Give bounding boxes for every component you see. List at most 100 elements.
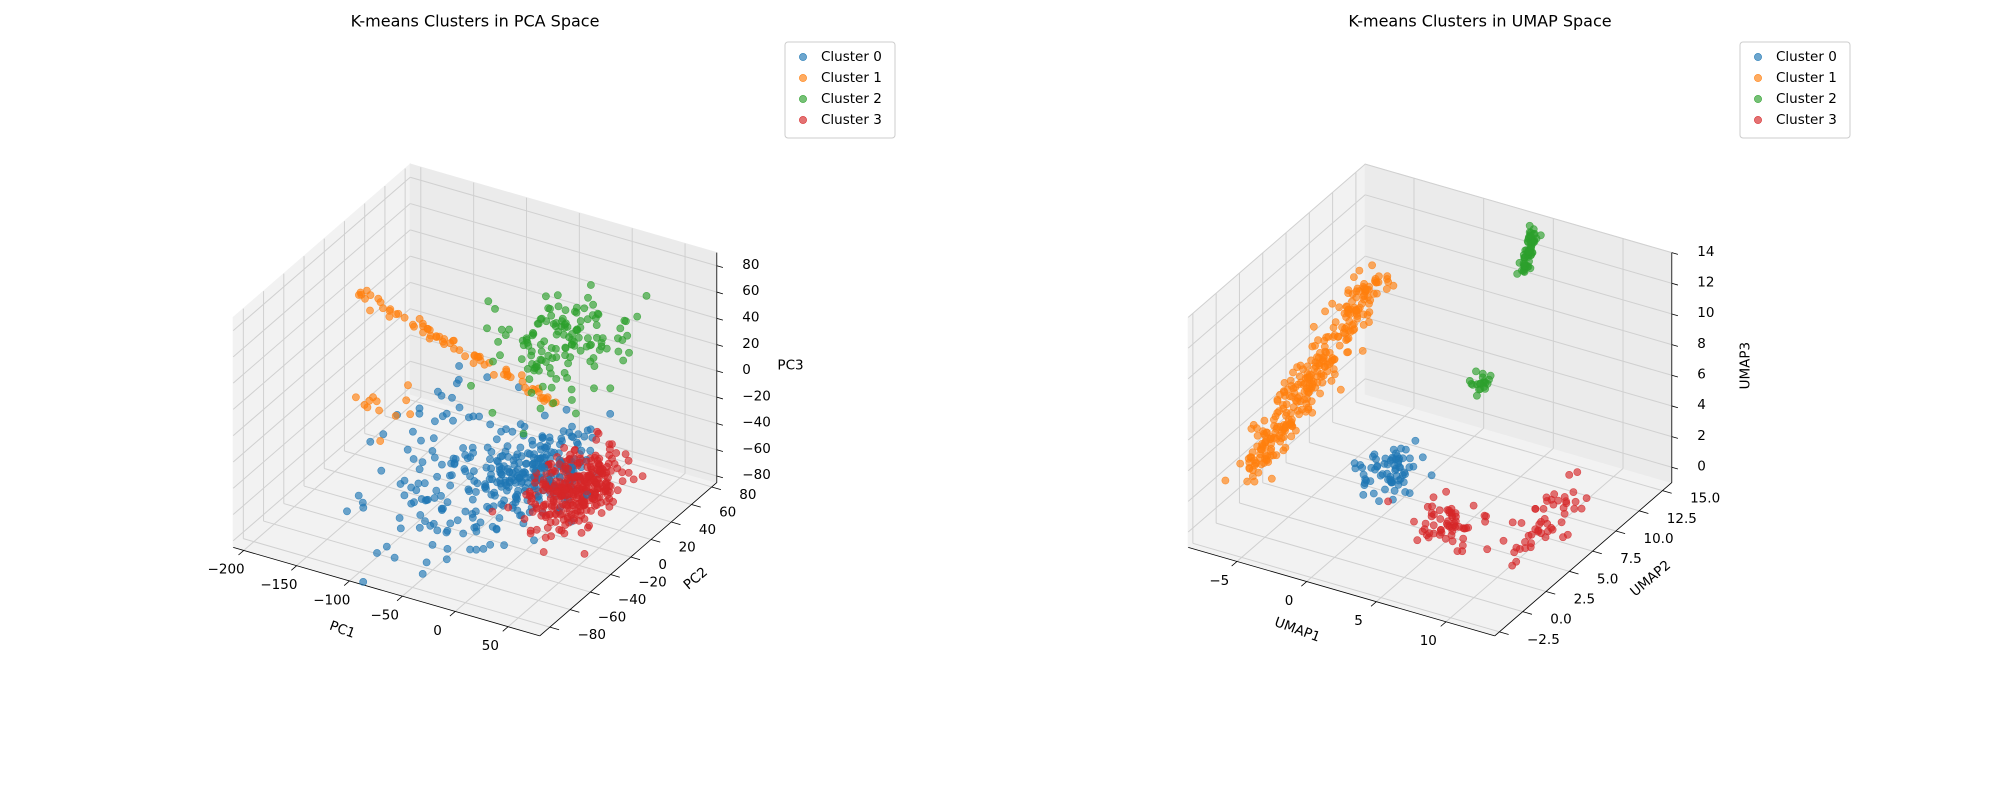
scatter-point-cluster-3 xyxy=(1512,543,1521,552)
umap-legend-label: Cluster 2 xyxy=(1776,91,1837,107)
scatter-point-cluster-0 xyxy=(443,498,452,507)
pca-grid-y xyxy=(283,503,591,593)
umap-y-tick xyxy=(1639,510,1649,514)
umap-chart: −5 0 5 10 −2.5 0.02.55.07.510.0 12.5 15.0 0 2 4 6 8 1… xyxy=(1187,12,1851,649)
scatter-point-cluster-3 xyxy=(541,513,550,522)
umap-y-tick-label: −2.5 xyxy=(1527,632,1560,648)
scatter-point-cluster-1 xyxy=(1373,289,1381,298)
scatter-point-cluster-3 xyxy=(1521,544,1530,552)
scatter-point-cluster-2 xyxy=(642,291,651,300)
scatter-point-cluster-3 xyxy=(532,525,541,534)
scatter-point-cluster-2 xyxy=(559,330,568,339)
scatter-point-cluster-1 xyxy=(1252,459,1260,468)
pca-legend-label: Cluster 3 xyxy=(821,112,882,128)
scatter-point-cluster-0 xyxy=(366,437,375,446)
pca-z-tick-label: 60 xyxy=(742,283,759,299)
scatter-point-cluster-0 xyxy=(472,527,481,536)
scatter-point-cluster-2 xyxy=(553,291,562,300)
umap-grid-z xyxy=(1365,194,1672,284)
scatter-point-cluster-3 xyxy=(1582,494,1591,502)
scatter-point-cluster-2 xyxy=(488,408,497,417)
scatter-point-cluster-0 xyxy=(390,553,399,562)
scatter-point-cluster-1 xyxy=(1342,302,1351,311)
pca-x-tick-label: −50 xyxy=(370,608,399,624)
scatter-point-cluster-2 xyxy=(552,319,560,327)
scatter-point-cluster-0 xyxy=(447,471,456,479)
scatter-point-cluster-0 xyxy=(430,417,439,426)
scatter-point-cluster-2 xyxy=(467,381,475,390)
scatter-point-cluster-2 xyxy=(633,312,642,321)
scatter-point-cluster-0 xyxy=(442,409,451,418)
scatter-point-cluster-3 xyxy=(563,474,572,483)
scatter-point-cluster-0 xyxy=(354,491,363,500)
scatter-point-cluster-1 xyxy=(369,393,377,402)
scatter-point-cluster-0 xyxy=(409,455,418,463)
scatter-point-cluster-1 xyxy=(1243,477,1252,486)
scatter-point-cluster-0 xyxy=(1375,497,1383,505)
pca-grid-z xyxy=(410,176,717,267)
scatter-point-cluster-1 xyxy=(432,333,441,341)
scatter-point-cluster-3 xyxy=(570,479,579,487)
scatter-point-cluster-3 xyxy=(1531,504,1540,513)
umap-z-tick-label: 4 xyxy=(1697,397,1706,413)
scatter-point-cluster-3 xyxy=(1569,488,1578,496)
scatter-point-cluster-2 xyxy=(496,351,504,360)
pca-y-tick-label: −60 xyxy=(598,610,627,626)
scatter-point-cluster-0 xyxy=(496,468,505,477)
pca-y-tick-label: −20 xyxy=(638,575,667,591)
pca-y-tick xyxy=(610,574,620,578)
scatter-point-cluster-0 xyxy=(562,405,571,414)
pca-z-tick-label: 0 xyxy=(742,362,751,378)
scatter-point-cluster-0 xyxy=(468,443,477,452)
scatter-point-cluster-1 xyxy=(1262,428,1271,437)
scatter-point-cluster-1 xyxy=(425,334,434,343)
umap-y-tick xyxy=(1592,550,1602,555)
scatter-point-cluster-1 xyxy=(418,319,427,328)
pca-grid-z xyxy=(410,229,717,319)
scatter-point-cluster-1 xyxy=(1273,395,1282,404)
scatter-point-cluster-1 xyxy=(1287,432,1296,441)
scatter-point-cluster-0 xyxy=(1427,471,1436,480)
umap-z-tick-label: 8 xyxy=(1697,336,1706,352)
scatter-point-cluster-2 xyxy=(561,319,570,328)
scatter-point-cluster-2 xyxy=(561,351,569,360)
pca-z-tick-label: 20 xyxy=(742,336,759,352)
pca-z-tick xyxy=(716,370,724,374)
scatter-point-cluster-3 xyxy=(1482,512,1490,521)
scatter-point-cluster-1 xyxy=(1327,376,1336,385)
scatter-point-cluster-1 xyxy=(1372,278,1380,287)
scatter-point-cluster-0 xyxy=(442,528,451,537)
scatter-point-cluster-1 xyxy=(469,359,478,367)
scatter-point-cluster-2 xyxy=(590,362,599,370)
umap-x-axis-label: UMAP1 xyxy=(1272,614,1322,645)
scatter-point-cluster-2 xyxy=(525,375,534,383)
scatter-point-cluster-1 xyxy=(1358,346,1367,355)
scatter-point-cluster-3 xyxy=(572,486,581,495)
scatter-point-cluster-1 xyxy=(1260,416,1269,425)
scatter-point-cluster-1 xyxy=(1328,299,1337,308)
umap-grid-z xyxy=(1365,347,1672,438)
scatter-point-cluster-0 xyxy=(606,409,615,418)
pca-y-tick xyxy=(590,591,600,596)
umap-grid-z xyxy=(1187,194,1366,349)
scatter-point-cluster-3 xyxy=(1483,545,1492,554)
scatter-point-cluster-3 xyxy=(575,458,584,467)
scatter-point-cluster-1 xyxy=(1348,297,1356,306)
scatter-point-cluster-0 xyxy=(1381,485,1389,494)
scatter-point-cluster-2 xyxy=(584,293,592,302)
scatter-point-cluster-3 xyxy=(612,449,621,457)
scatter-point-cluster-3 xyxy=(608,440,616,448)
scatter-point-cluster-2 xyxy=(598,334,607,342)
scatter-point-cluster-3 xyxy=(1427,509,1436,517)
scatter-point-cluster-0 xyxy=(373,549,381,557)
scatter-point-cluster-1 xyxy=(1346,327,1355,336)
scatter-point-cluster-0 xyxy=(500,496,508,505)
pca-grid-z xyxy=(410,203,717,293)
scatter-point-cluster-0 xyxy=(498,451,507,460)
scatter-point-cluster-3 xyxy=(541,480,550,489)
scatter-point-cluster-3 xyxy=(527,497,535,506)
pca-legend-label: Cluster 2 xyxy=(821,91,882,107)
scatter-point-cluster-3 xyxy=(605,502,614,511)
scatter-point-cluster-3 xyxy=(561,500,570,509)
pca-y-tick-label: −40 xyxy=(618,592,647,608)
